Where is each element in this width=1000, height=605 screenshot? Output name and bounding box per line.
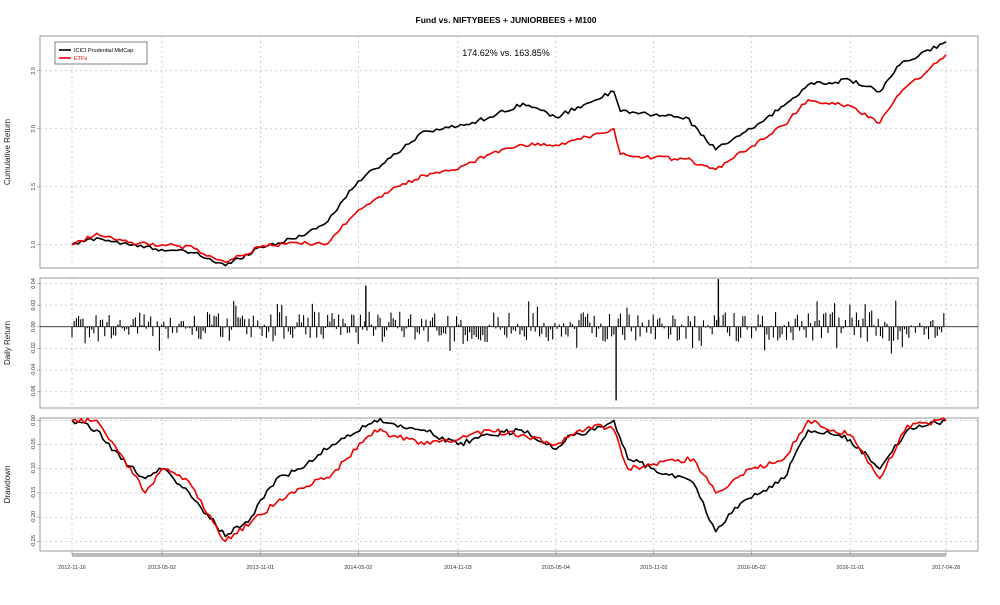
return-annotation: 174.62% vs. 163.85%: [462, 48, 550, 58]
x-tick-label: 2015-11-02: [640, 565, 668, 571]
chart-panels: 1.0 1.5 2.0 2.5 Cumulative Return 174.62% vs.…: [3, 35, 979, 571]
y-tick-label: -0.05: [31, 438, 37, 451]
x-tick-label: 2017-04-28: [932, 565, 960, 571]
y-tick-label: -0.25: [31, 535, 37, 548]
series-line-etfs: [71, 417, 947, 543]
x-tick-label: 2016-05-02: [738, 565, 766, 571]
x-tick-label: 2013-05-02: [148, 565, 176, 571]
chart-title: Fund vs. NIFTYBEES + JUNIORBEES + M100: [416, 15, 597, 25]
y-tick-label: 1.0: [31, 241, 37, 249]
series-line-fund: [71, 41, 947, 267]
y-tick-label: 2.5: [31, 67, 37, 75]
legend-label: ETFs: [74, 56, 87, 62]
y-tick-label: -0.20: [31, 511, 37, 524]
y-tick-label: -0.06: [31, 385, 37, 398]
y-tick-label: 1.5: [31, 183, 37, 191]
y-tick-label: 0.00: [31, 321, 37, 332]
daily-frame: [39, 277, 979, 409]
x-tick-label: 2013-11-01: [246, 565, 274, 571]
date-range-band: [72, 553, 946, 557]
series-line-fund: [71, 417, 946, 538]
y-tick-label: 0.00: [31, 415, 37, 426]
y-tick-label: -0.10: [31, 463, 37, 476]
drawdown-frame: [39, 417, 979, 552]
drawdown-ylabel: Drawdown: [3, 466, 12, 504]
cumulative-frame: [39, 35, 979, 269]
x-tick-label: 2015-05-04: [542, 565, 570, 571]
x-tick-label: 2016-11-01: [836, 565, 864, 571]
x-tick-label: 2014-05-02: [344, 565, 372, 571]
y-tick-label: -0.02: [31, 342, 37, 355]
y-tick-label: 0.04: [31, 278, 37, 289]
x-tick-label: 2014-11-03: [444, 565, 472, 571]
x-tick-label: 2012-11-16: [58, 565, 86, 571]
y-tick-label: -0.15: [31, 487, 37, 500]
daily-ylabel: Daily Return: [3, 321, 12, 365]
cumulative-ylabel: Cumulative Return: [3, 119, 12, 185]
series-line-etfs: [71, 54, 947, 263]
y-tick-label: 2.0: [31, 125, 37, 133]
legend-label: ICICI Prudential MidCap: [74, 48, 133, 54]
y-tick-label: 0.02: [31, 300, 37, 311]
y-tick-label: -0.04: [31, 364, 37, 377]
legend: ICICI Prudential MidCap ETFs: [54, 41, 148, 65]
legend-box: [54, 41, 148, 65]
